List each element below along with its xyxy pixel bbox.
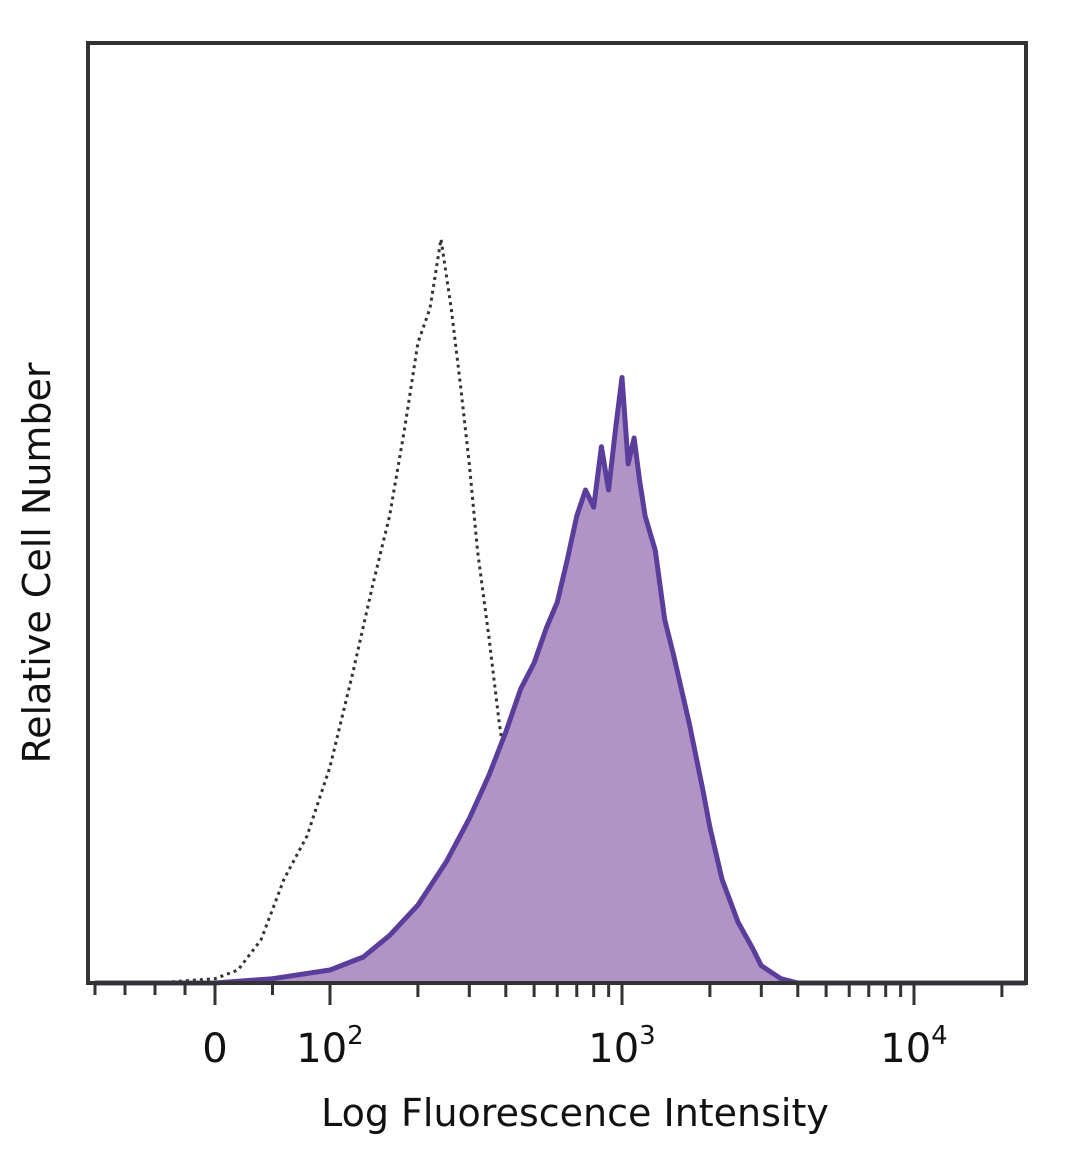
x-axis-tick-labels: 0 102 103 104 xyxy=(202,1021,947,1072)
x-tick-label: 102 xyxy=(296,1021,363,1072)
x-axis-ticks xyxy=(93,983,1004,1005)
y-axis-title: Relative Cell Number xyxy=(15,362,59,763)
filled-histogram-area xyxy=(95,377,1026,983)
x-tick-label: 0 xyxy=(202,1026,227,1072)
filled-histogram-outline xyxy=(95,375,1026,986)
x-tick-label: 104 xyxy=(880,1021,947,1072)
series-layer xyxy=(95,237,1026,986)
x-axis-title: Log Fluorescence Intensity xyxy=(321,1091,829,1135)
x-tick-label: 103 xyxy=(588,1021,655,1072)
